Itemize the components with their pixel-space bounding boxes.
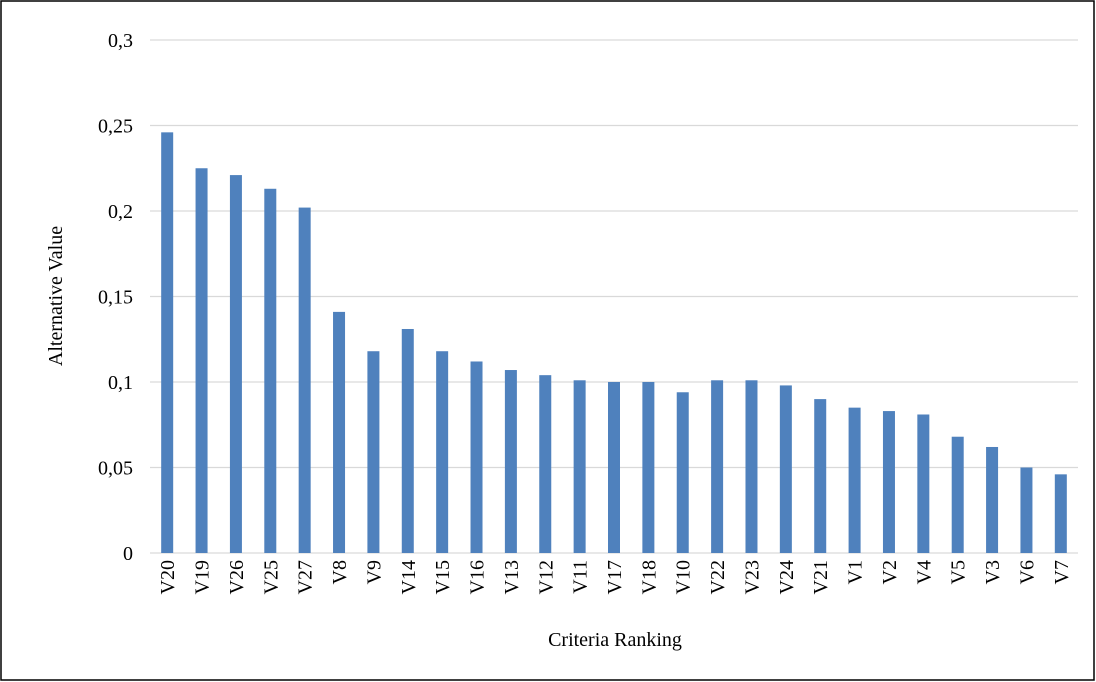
bar [745,380,758,553]
y-tick-label: 0 [123,543,133,565]
x-tick-label: V13 [501,560,523,594]
x-tick-label: V9 [363,560,385,584]
bar [229,175,242,553]
x-tick-label: V11 [570,560,592,594]
x-tick-label: V26 [226,560,248,594]
bar [367,351,380,553]
x-tick-label: V24 [776,560,798,594]
x-tick-label: V4 [913,560,935,584]
bar [676,392,689,553]
x-tick-label: V20 [157,560,179,594]
bar [882,411,895,553]
y-tick-label: 0,3 [108,30,133,52]
x-tick-label: V12 [535,560,557,594]
x-tick-label: V14 [398,560,420,594]
bar [504,370,517,553]
bar [642,382,655,553]
x-tick-label: V10 [673,560,695,594]
bar [917,414,930,553]
bar [814,399,827,553]
x-tick-label: V19 [192,560,214,594]
bar [161,132,174,553]
bar [779,385,792,553]
y-tick-label: 0,1 [108,372,133,394]
bar [848,407,861,553]
bar [195,168,208,553]
x-tick-label: V1 [845,560,867,584]
x-tick-label: V6 [1016,560,1038,584]
x-axis-title: Criteria Ranking [548,629,682,651]
y-tick-label: 0,05 [98,458,133,480]
x-tick-label: V2 [879,560,901,584]
x-tick-label: V15 [432,560,454,594]
bar [1054,474,1067,553]
x-tick-label: V21 [810,560,832,594]
x-tick-label: V16 [467,560,489,594]
bar [539,375,552,553]
y-tick-label: 0,15 [98,287,133,309]
x-tick-label: V7 [1051,560,1073,584]
x-tick-label: V22 [707,560,729,594]
bar [333,311,346,553]
bar [573,380,586,553]
x-tick-label: V8 [329,560,351,584]
x-tick-label: V27 [295,560,317,594]
x-tick-label: V18 [638,560,660,594]
bar [264,188,277,553]
y-tick-label: 0,2 [108,201,133,223]
y-tick-label: 0,25 [98,116,133,138]
bar [1020,467,1033,553]
x-tick-label: V17 [604,560,626,594]
y-axis-title: Alternative Value [45,226,67,366]
bar [298,207,311,553]
bar [470,361,483,553]
x-tick-label: V23 [741,560,763,594]
bar [401,328,414,553]
bar [951,436,964,553]
bar [986,446,999,553]
x-tick-label: V5 [948,560,970,584]
bar [436,351,449,553]
bar [711,380,724,553]
x-tick-label: V3 [982,560,1004,584]
x-tick-label: V25 [260,560,282,594]
bar [608,382,620,553]
